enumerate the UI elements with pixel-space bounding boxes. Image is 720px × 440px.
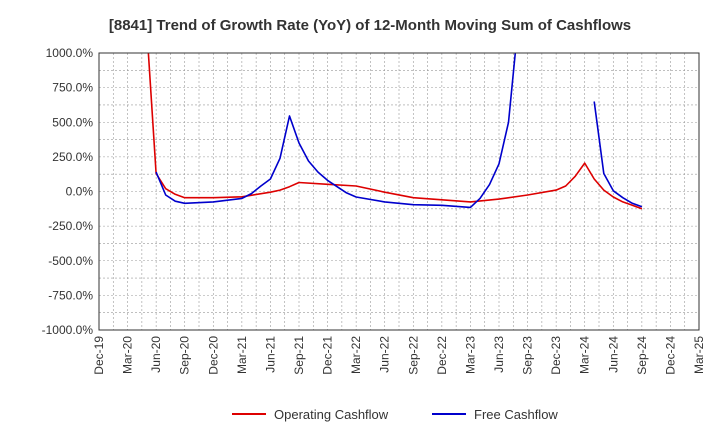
x-tick-label: Jun-23 xyxy=(492,336,506,373)
legend-label: Operating Cashflow xyxy=(274,407,389,422)
legend: Operating Cashflow Free Cashflow xyxy=(232,407,558,422)
x-tick-label: Mar-23 xyxy=(463,336,477,374)
x-tick-label: Dec-22 xyxy=(435,336,449,375)
series-line-operating-cashflow xyxy=(147,53,643,210)
y-tick-label: 500.0% xyxy=(52,115,93,129)
grid xyxy=(99,53,699,330)
y-axis: 1000.0% 750.0% 500.0% 250.0% 0.0% -250.0% -500… xyxy=(42,46,94,337)
x-tick-label: Sep-24 xyxy=(635,336,649,375)
x-axis: Dec-19 Mar-20 Jun-20 Sep-20 Dec-20 Mar-21 Jun-… xyxy=(92,336,706,375)
x-tick-label: Dec-20 xyxy=(206,336,220,375)
x-tick-label: Dec-21 xyxy=(321,336,335,375)
x-tick-label: Mar-25 xyxy=(692,336,706,374)
y-tick-label: 750.0% xyxy=(52,81,93,95)
x-tick-label: Jun-24 xyxy=(606,336,620,373)
x-tick-label: Sep-20 xyxy=(178,336,192,375)
x-tick-label: Mar-20 xyxy=(121,336,135,374)
x-tick-label: Dec-19 xyxy=(92,336,106,375)
x-tick-label: Jun-22 xyxy=(378,336,392,373)
y-tick-label: 1000.0% xyxy=(46,46,94,60)
x-tick-label: Sep-23 xyxy=(521,336,535,375)
y-tick-label: -500.0% xyxy=(48,254,93,268)
x-tick-label: Dec-23 xyxy=(549,336,563,375)
legend-label: Free Cashflow xyxy=(474,407,558,422)
x-tick-label: Mar-24 xyxy=(578,336,592,374)
y-tick-label: 0.0% xyxy=(66,185,94,199)
x-tick-label: Jun-21 xyxy=(263,336,277,373)
chart-title: [8841] Trend of Growth Rate (YoY) of 12-… xyxy=(109,17,631,34)
series-line-free-cashflow xyxy=(593,101,643,208)
series-group xyxy=(147,53,643,210)
plot-frame xyxy=(98,52,700,331)
x-tick-label: Dec-24 xyxy=(663,336,677,375)
x-tick-label: Mar-22 xyxy=(349,336,363,374)
x-tick-label: Mar-21 xyxy=(235,336,249,374)
y-tick-label: -1000.0% xyxy=(42,323,94,337)
y-tick-label: -750.0% xyxy=(48,288,93,302)
series-line-free-cashflow xyxy=(155,53,517,209)
x-tick-label: Sep-21 xyxy=(292,336,306,375)
y-tick-label: 250.0% xyxy=(52,150,93,164)
x-tick-label: Sep-22 xyxy=(406,336,420,375)
x-tick-label: Jun-20 xyxy=(149,336,163,373)
y-tick-label: -250.0% xyxy=(48,219,93,233)
